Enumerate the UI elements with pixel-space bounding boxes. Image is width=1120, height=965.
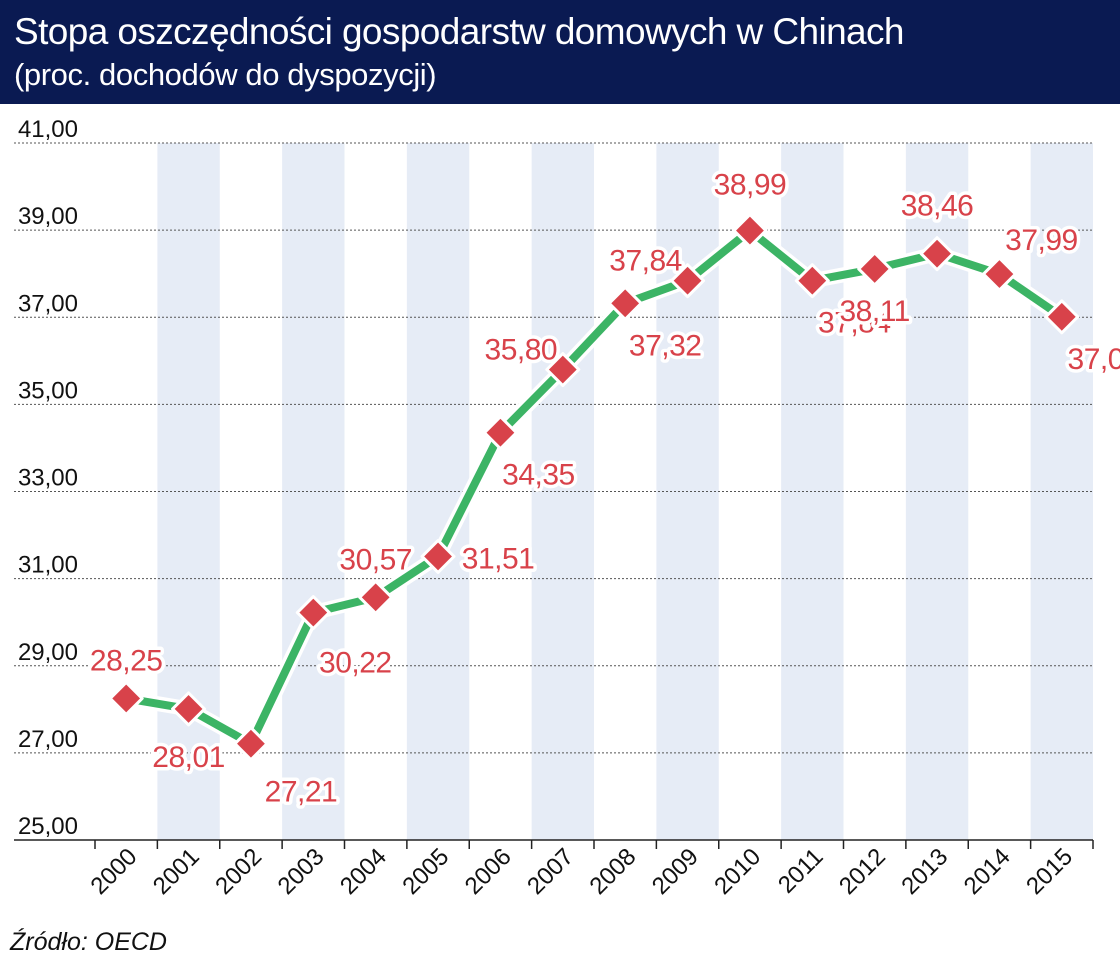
x-tick-label: 2002: [210, 843, 267, 900]
marker-2012: [857, 251, 893, 287]
data-label-2011: 37,84: [818, 307, 891, 340]
series-markers: [108, 213, 1080, 762]
marker-2013: [919, 236, 955, 272]
marker-2002: [233, 726, 269, 762]
data-label-2004: 30,57: [339, 543, 412, 576]
x-tick-label: 2006: [460, 843, 517, 900]
marker-2011: [794, 263, 830, 299]
y-axis-ticks: 25,00 27,00 29,00 31,00 33,00 35,00 37,00 39,00…: [18, 116, 78, 840]
data-label-2006: 34,35: [502, 459, 575, 492]
x-tick-label: 2005: [397, 843, 454, 900]
marker-2009: [670, 263, 706, 299]
y-tick-label: 29,00: [18, 639, 78, 666]
x-axis: 2000 2001 2002 2003 2004 2005 2006 2007 2008 2009…: [14, 839, 1094, 900]
x-tick-label: 2004: [335, 843, 392, 900]
x-tick-label: 2007: [522, 843, 579, 900]
marker-2001: [171, 691, 207, 727]
y-tick-label: 33,00: [18, 465, 78, 492]
data-label-2015: 37,01: [1068, 343, 1120, 376]
data-label-2010: 38,99: [714, 169, 787, 202]
data-label-2009: 37,84: [609, 245, 682, 278]
y-tick-label: 37,00: [18, 290, 78, 317]
data-label-2002: 27,21: [265, 776, 338, 809]
x-tick-label: 2012: [834, 843, 891, 900]
y-tick-label: 25,00: [18, 813, 78, 840]
data-label-2003: 30,22: [319, 647, 392, 680]
marker-2015: [1044, 299, 1080, 335]
x-tick-label: 2001: [148, 843, 205, 900]
marker-2004: [358, 579, 394, 615]
x-tick-label: 2003: [273, 843, 330, 900]
marker-2008: [607, 285, 643, 321]
header-banner: Stopa oszczędności gospodarstw domowych …: [0, 0, 1120, 104]
data-label-2005: 31,51: [462, 542, 535, 575]
data-label-2012: 38,11: [840, 295, 910, 328]
source-note: Źródło: OECD: [10, 928, 167, 956]
y-tick-label: 31,00: [18, 552, 78, 579]
x-tick-label: 2015: [1021, 843, 1078, 900]
data-labels: 28,25 28,01 27,21 30,22 30,57 31,51 34,35 35,80…: [86, 165, 1120, 812]
x-tick-label: 2010: [709, 843, 766, 900]
marker-2005: [420, 538, 456, 574]
marker-2000: [108, 680, 144, 716]
data-label-2014: 37,99: [1005, 224, 1078, 257]
x-tick-label: 2000: [86, 843, 143, 900]
x-tick-label: 2008: [585, 843, 642, 900]
line-chart: 25,00 27,00 29,00 31,00 33,00 35,00 37,00 39,00…: [14, 116, 1120, 900]
x-tick-label: 2009: [647, 843, 704, 900]
marker-2014: [981, 256, 1017, 292]
chart-title: Stopa oszczędności gospodarstw domowych …: [14, 11, 905, 52]
y-tick-label: 27,00: [18, 726, 78, 753]
marker-2007: [545, 352, 581, 388]
x-tick-label: 2013: [896, 843, 953, 900]
series-line: [118, 223, 1070, 752]
y-tick-label: 39,00: [18, 203, 78, 230]
series-line-path: [122, 226, 1066, 748]
x-tick-label: 2014: [959, 843, 1016, 900]
data-label-2000: 28,25: [90, 644, 163, 677]
data-label-2007: 35,80: [485, 334, 558, 367]
marker-2010: [732, 213, 768, 249]
data-label-2013: 38,46: [901, 190, 974, 223]
marker-2006: [482, 415, 518, 451]
marker-2003: [295, 595, 331, 631]
y-tick-label: 41,00: [18, 116, 78, 143]
chart-subtitle: (proc. dochodów do dyspozycji): [14, 57, 437, 92]
y-tick-label: 35,00: [18, 377, 78, 404]
x-tick-label: 2011: [773, 843, 829, 899]
data-label-2008: 37,32: [629, 329, 702, 362]
data-label-2001: 28,01: [152, 741, 225, 774]
